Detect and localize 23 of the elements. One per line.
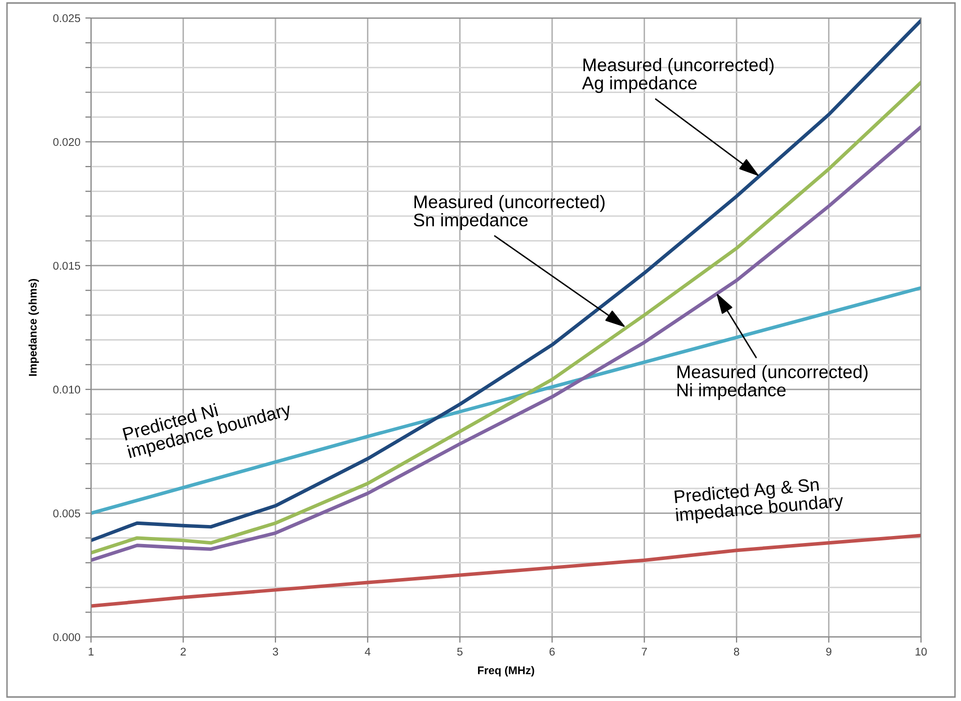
y-tick-label: 0.015 [53, 262, 80, 270]
x-tick-label: 1 [88, 648, 94, 656]
y-tick-label: 0.025 [53, 14, 80, 22]
y-tick-label: 0.005 [53, 509, 80, 518]
x-tick-label: 10 [916, 648, 927, 656]
text: 0.000 [53, 633, 80, 642]
x-tick-label: 6 [550, 648, 555, 656]
x-tick-label: 5 [457, 648, 463, 656]
x-tick-label: 2 [180, 648, 186, 656]
x-tick-label: 9 [826, 648, 832, 656]
x-axis-title: Freq (MHz) [478, 666, 534, 676]
annotation: Measured (uncorrected) Sn impedance [414, 195, 605, 230]
annotation: Measured (uncorrected) Ni impedance [677, 365, 868, 400]
y-tick-label: 0.010 [53, 386, 80, 394]
x-tick-label: 8 [734, 648, 740, 656]
x-tick-label: 3 [272, 648, 278, 656]
annotation: Measured (uncorrected) Ag impedance [582, 58, 774, 93]
y-axis-title: Impedance (ohms) [28, 278, 39, 376]
x-tick-label: 7 [642, 648, 647, 656]
y-tick-label: 0.020 [53, 138, 80, 146]
annotation: Predicted Ag & Sn impedance boundary [674, 477, 844, 525]
line-series [91, 534, 921, 608]
x-tick-label: 4 [364, 648, 370, 656]
